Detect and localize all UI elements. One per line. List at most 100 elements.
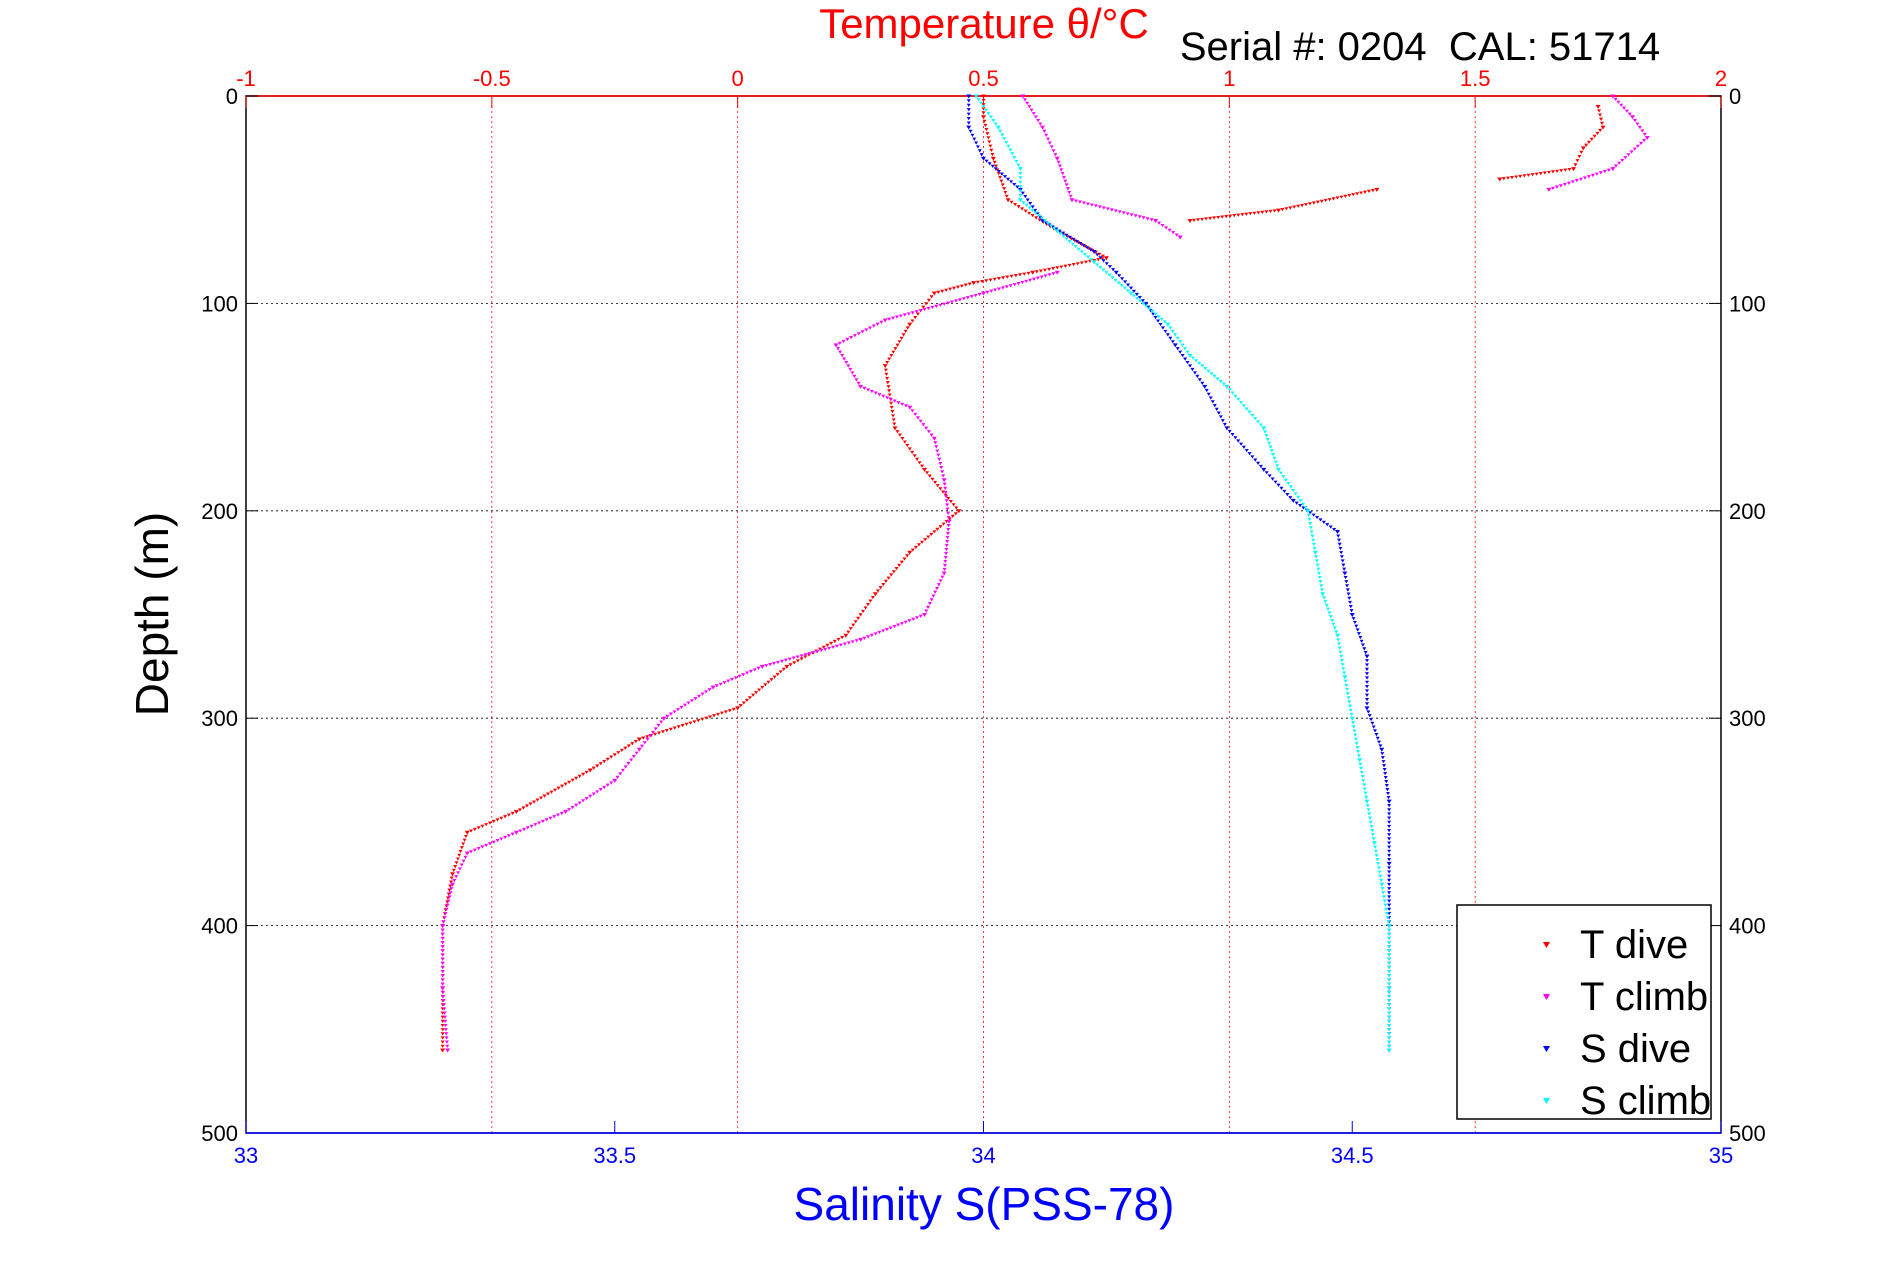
data-point — [756, 666, 761, 670]
data-point — [966, 99, 971, 103]
data-point — [1387, 895, 1392, 899]
data-point — [1020, 207, 1025, 211]
data-point — [1095, 263, 1100, 267]
data-point — [442, 1007, 447, 1011]
data-point — [1624, 109, 1629, 113]
data-point — [950, 514, 955, 518]
data-point — [1387, 957, 1392, 961]
data-point — [1220, 215, 1225, 219]
data-point — [848, 627, 853, 631]
data-point — [1177, 235, 1183, 240]
data-point — [457, 867, 462, 871]
data-point — [1311, 513, 1316, 517]
data-point — [591, 792, 596, 796]
data-point — [1044, 133, 1049, 137]
data-point — [1258, 423, 1263, 427]
data-point — [1244, 212, 1249, 216]
data-point — [1335, 196, 1340, 200]
depth-tick-label-left: 400 — [201, 914, 238, 939]
data-point — [1345, 588, 1350, 592]
data-point — [1172, 343, 1178, 348]
data-point — [1076, 247, 1081, 251]
data-point — [981, 94, 986, 99]
data-point — [447, 895, 452, 899]
data-point — [1349, 712, 1354, 717]
data-point — [1578, 177, 1583, 181]
data-point — [946, 515, 951, 520]
data-point — [914, 616, 919, 620]
data-point — [775, 660, 780, 665]
data-point — [1183, 347, 1188, 351]
data-point — [888, 626, 893, 630]
data-point — [1616, 100, 1621, 104]
data-point — [1006, 144, 1011, 148]
data-point — [631, 755, 636, 759]
data-point — [842, 357, 847, 361]
data-point — [446, 892, 451, 896]
data-point — [440, 974, 445, 978]
data-point — [605, 783, 610, 787]
data-point — [1009, 200, 1014, 204]
y-axis-label: Depth (m) — [126, 512, 178, 716]
data-point — [1356, 750, 1361, 754]
data-point — [440, 936, 445, 941]
data-point — [556, 813, 561, 817]
data-point — [1071, 237, 1076, 242]
data-point — [463, 855, 468, 859]
data-point — [1024, 279, 1029, 284]
data-point — [942, 563, 947, 568]
data-point — [1264, 471, 1269, 475]
data-point — [1351, 617, 1356, 621]
data-point — [675, 708, 680, 712]
data-point — [807, 652, 812, 656]
data-point — [513, 810, 519, 815]
data-point — [1224, 426, 1230, 431]
data-point — [1073, 245, 1078, 249]
data-point — [1358, 635, 1363, 640]
data-point — [883, 579, 888, 583]
data-point — [1272, 209, 1277, 213]
data-point — [1348, 600, 1353, 605]
data-point — [1027, 105, 1032, 109]
data-point — [1101, 206, 1106, 210]
data-point — [581, 772, 586, 777]
data-point — [927, 601, 932, 606]
data-point — [898, 314, 903, 318]
data-point — [1128, 291, 1134, 296]
data-point — [1363, 791, 1368, 795]
data-point — [577, 774, 582, 778]
data-point — [602, 785, 607, 790]
data-point — [940, 289, 945, 293]
data-point — [660, 730, 665, 734]
data-point — [864, 328, 869, 332]
data-point — [641, 736, 646, 740]
data-point — [535, 798, 540, 802]
data-point — [1034, 270, 1039, 274]
data-point — [954, 506, 959, 510]
data-point — [1345, 584, 1350, 588]
data-point — [1138, 299, 1143, 303]
data-point — [664, 729, 669, 733]
data-point — [441, 1003, 446, 1007]
data-point — [1292, 205, 1297, 209]
data-point — [1327, 611, 1332, 615]
data-point — [972, 137, 977, 141]
data-point — [528, 802, 533, 806]
depth-tick-label-right: 500 — [1729, 1121, 1766, 1146]
data-point — [926, 535, 931, 539]
data-point — [1267, 441, 1272, 445]
data-point — [1047, 267, 1052, 272]
data-point — [1224, 384, 1230, 389]
data-point — [884, 627, 889, 632]
data-point — [1562, 182, 1567, 187]
data-point — [1526, 173, 1531, 177]
data-point — [1280, 208, 1285, 212]
data-point — [1384, 784, 1389, 788]
data-point — [1104, 262, 1109, 266]
data-point — [1004, 285, 1009, 289]
data-point — [943, 490, 948, 495]
data-point — [1005, 198, 1011, 203]
data-point — [1125, 212, 1130, 216]
data-point — [1384, 911, 1389, 916]
data-point — [944, 543, 949, 548]
